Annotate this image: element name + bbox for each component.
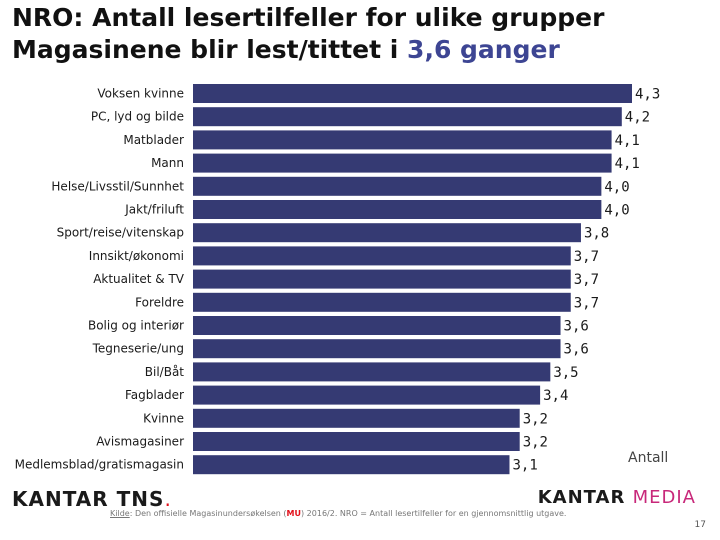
value-label-helse-livsstil-sunnhet: 4,0	[604, 179, 629, 195]
title-line-2-accent: 3,6 ganger	[407, 35, 560, 64]
category-label-fagblader: Fagblader	[125, 388, 184, 402]
category-label-helse-livsstil-sunnhet: Helse/Livsstil/Sunnhet	[51, 179, 184, 193]
chart-title: NRO: Antall lesertilfeller for ulike gru…	[12, 2, 712, 66]
category-label-mann: Mann	[151, 156, 184, 170]
value-label-innsikt-økonomi: 3,7	[574, 249, 599, 265]
category-label-voksen-kvinne: Voksen kvinne	[97, 87, 184, 101]
source-post: ) 2016/2. NRO = Antall lesertilfeller fo…	[301, 509, 567, 518]
category-label-jakt-friluft: Jakt/friluft	[124, 203, 184, 217]
bar-bil-båt	[193, 362, 551, 382]
value-label-bolig-og-interiør: 3,6	[564, 319, 589, 335]
value-label-tegneserie-ung: 3,6	[564, 342, 589, 358]
category-label-kvinne: Kvinne	[143, 411, 184, 425]
value-label-medlemsblad-gratismagasin: 3,1	[512, 458, 537, 474]
logo-right-main: KANTAR	[537, 487, 633, 508]
page-number: 17	[694, 520, 706, 530]
axis-label: Antall	[628, 450, 669, 466]
category-label-sport-reise-vitenskap: Sport/reise/vitenskap	[57, 226, 184, 240]
source-note: Kilde: Den offisielle Magasinundersøkels…	[110, 509, 566, 518]
bar-chart: Voksen kvinne 4,3 PC, lyd og bilde 4,2 Matbl…	[15, 84, 660, 475]
value-label-pc-lyd-og-bilde: 4,2	[625, 110, 650, 126]
bar-aktualitet-tv	[193, 269, 571, 289]
category-label-pc-lyd-og-bilde: PC, lyd og bilde	[91, 110, 184, 124]
bar-medlemsblad-gratismagasin	[193, 455, 510, 475]
bar-tegneserie-ung	[193, 339, 561, 359]
value-label-aktualitet-tv: 3,7	[574, 272, 599, 288]
category-label-aktualitet-tv: Aktualitet & TV	[93, 272, 185, 286]
value-label-mann: 4,1	[615, 156, 640, 172]
source-key: Kilde	[110, 509, 130, 518]
category-label-avismagasiner: Avismagasiner	[96, 435, 184, 449]
value-label-fagblader: 3,4	[543, 388, 568, 404]
category-label-innsikt-økonomi: Innsikt/økonomi	[89, 249, 184, 263]
logo-right-accent: MEDIA	[632, 487, 696, 508]
bar-voksen-kvinne	[193, 84, 632, 103]
category-label-tegneserie-ung: Tegneserie/ung	[92, 342, 184, 356]
logo-left-accent: .	[164, 487, 172, 511]
logo-left-main: KANTAR TNS	[12, 487, 165, 511]
category-label-bolig-og-interiør: Bolig og interiør	[88, 319, 184, 333]
bar-kvinne	[193, 408, 520, 428]
value-label-matblader: 4,1	[615, 133, 640, 149]
kantar-media-logo: KANTAR MEDIA	[538, 487, 696, 508]
category-label-foreldre: Foreldre	[135, 295, 184, 309]
source-mu: MU	[286, 509, 302, 518]
category-label-medlemsblad-gratismagasin: Medlemsblad/gratismagasin	[15, 458, 184, 472]
bar-helse-livsstil-sunnhet	[193, 176, 602, 196]
title-line-2-prefix: Magasinene blir lest/tittet i	[12, 35, 408, 64]
bar-avismagasiner	[193, 432, 520, 451]
bar-foreldre	[193, 292, 571, 312]
value-label-avismagasiner: 3,2	[523, 435, 548, 451]
value-label-voksen-kvinne: 4,3	[635, 87, 660, 103]
bar-mann	[193, 153, 612, 173]
bar-innsikt-økonomi	[193, 246, 571, 266]
title-line-2: Magasinene blir lest/tittet i 3,6 ganger	[12, 34, 712, 66]
category-label-matblader: Matblader	[123, 133, 184, 147]
kantar-tns-logo: KANTAR TNS.	[12, 487, 172, 511]
value-label-sport-reise-vitenskap: 3,8	[584, 226, 609, 242]
source-pre: : Den offisielle Magasinundersøkelsen (	[129, 509, 287, 518]
bar-matblader	[193, 130, 612, 150]
bar-bolig-og-interiør	[193, 316, 561, 335]
bar-jakt-friluft	[193, 200, 602, 219]
value-label-foreldre: 3,7	[574, 295, 599, 311]
value-label-jakt-friluft: 4,0	[604, 203, 629, 219]
category-label-bil-båt: Bil/Båt	[145, 365, 185, 379]
bar-sport-reise-vitenskap	[193, 223, 581, 243]
value-label-bil-båt: 3,5	[553, 365, 578, 381]
value-label-kvinne: 3,2	[523, 411, 548, 427]
bar-fagblader	[193, 385, 541, 405]
title-line-1: NRO: Antall lesertilfeller for ulike gru…	[12, 3, 605, 32]
bar-pc-lyd-og-bilde	[193, 107, 622, 127]
